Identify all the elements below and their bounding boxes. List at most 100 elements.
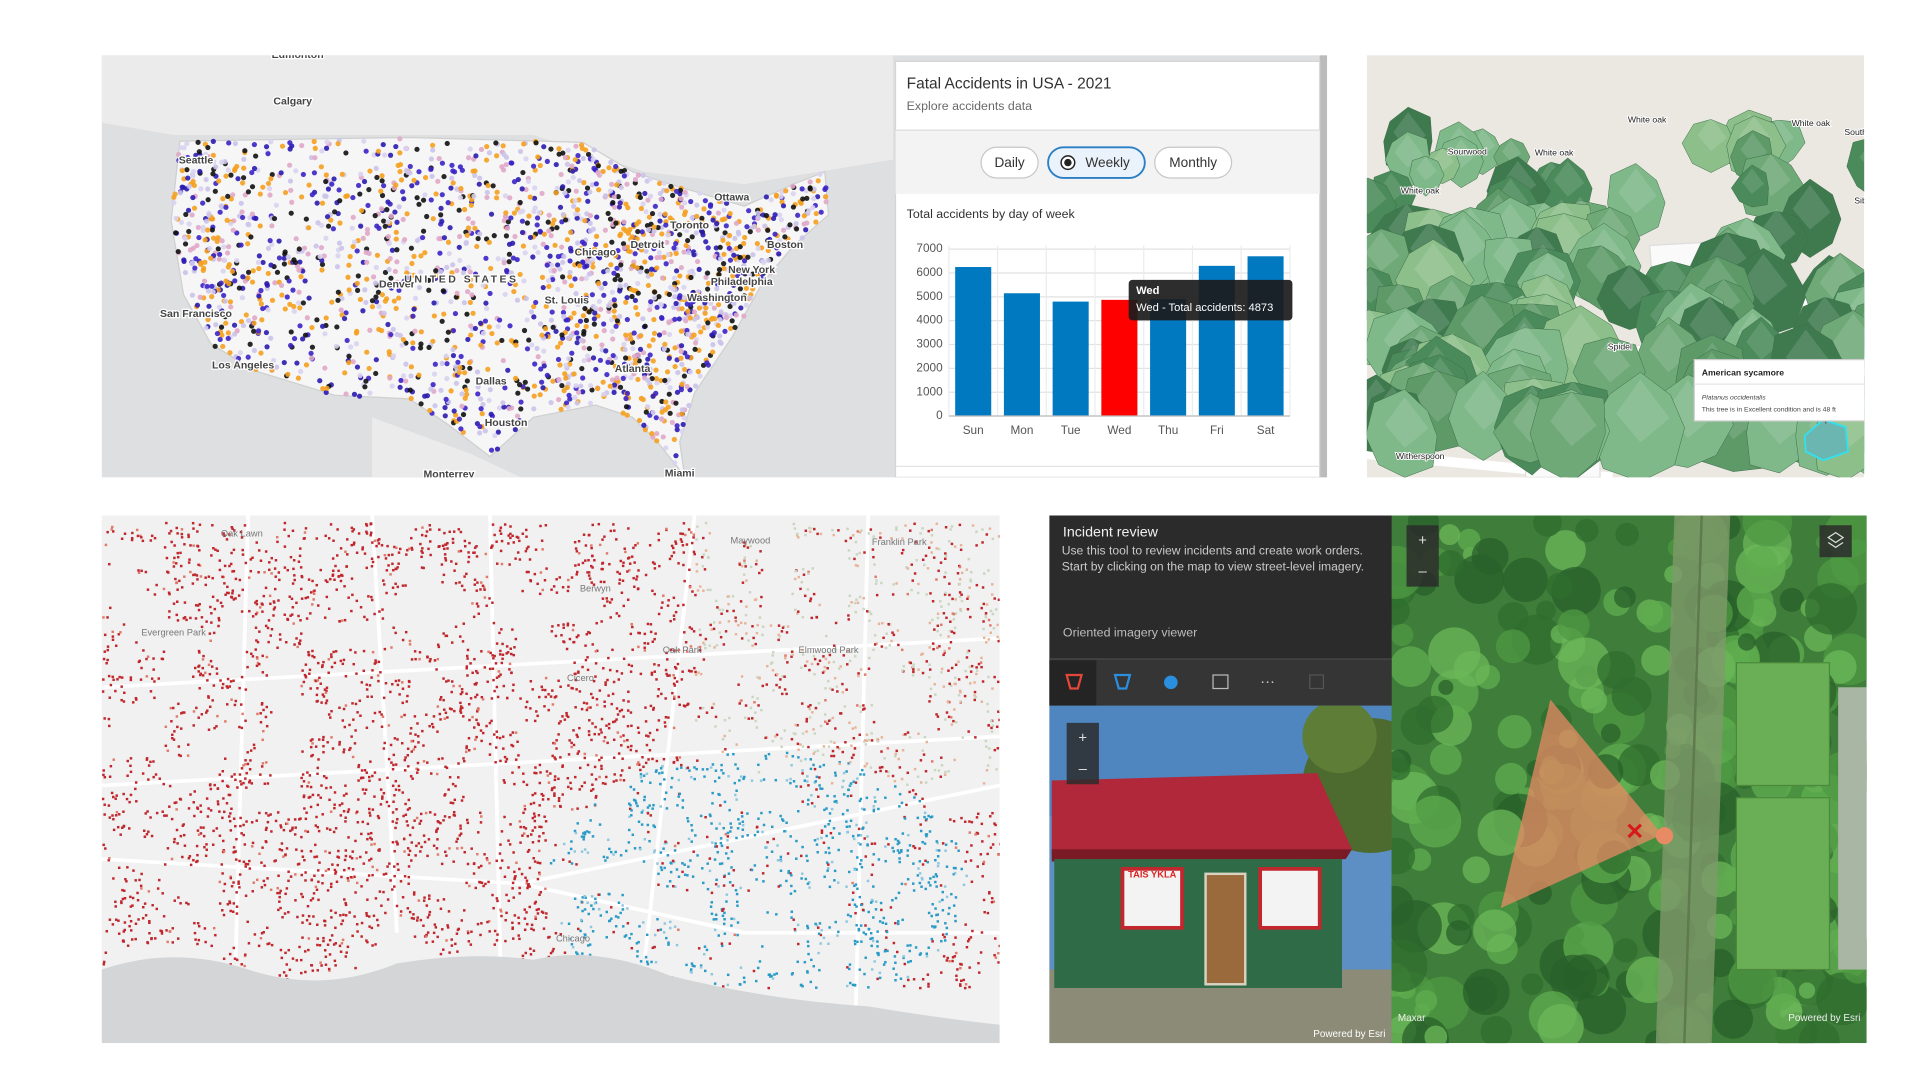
parcel-dot <box>740 637 744 640</box>
accident-dot <box>483 157 490 163</box>
parcel-dot <box>745 632 748 635</box>
parcel-dot <box>254 626 258 629</box>
accident-dot <box>336 187 342 193</box>
parcel-dot <box>231 570 234 573</box>
parcel-dot <box>860 903 863 907</box>
parcel-dot <box>538 695 541 699</box>
accident-dot <box>521 141 527 147</box>
accident-dot <box>681 415 687 421</box>
accident-dot <box>592 305 598 311</box>
accident-dot <box>467 299 473 305</box>
accident-dot <box>699 215 705 221</box>
parcel-dot <box>422 924 425 927</box>
accident-dot <box>503 210 509 216</box>
option-label[interactable]: Weekly <box>1085 155 1130 170</box>
option-button[interactable] <box>980 146 1039 179</box>
parcel-dot <box>329 577 332 581</box>
accident-dot <box>604 371 610 378</box>
parcel-dot <box>474 738 477 741</box>
accident-dot <box>696 323 702 329</box>
accident-dot <box>591 147 597 153</box>
accident-dot <box>288 342 294 349</box>
parcel-dot <box>332 539 335 542</box>
accident-dot <box>721 207 727 213</box>
parcel-dot <box>903 962 907 966</box>
parcel-dot <box>272 608 276 611</box>
accident-dot <box>656 249 662 256</box>
accident-dot <box>750 286 756 292</box>
accident-dot <box>179 168 185 174</box>
parcel-dot <box>568 739 571 742</box>
accident-dot <box>462 370 468 376</box>
parcel-dot <box>477 831 480 834</box>
parcel-dot <box>251 845 254 848</box>
option-label[interactable]: Monthly <box>1169 155 1217 170</box>
parcel-dot <box>906 771 910 775</box>
parcel-dot <box>696 854 699 857</box>
parcel-dot <box>753 864 757 867</box>
accident-dot <box>225 330 231 336</box>
parcel-dot <box>488 667 492 671</box>
parcel-dot <box>537 814 541 817</box>
parcel-dot <box>392 626 395 629</box>
accident-dot <box>803 227 809 233</box>
parcel-dot <box>593 902 597 905</box>
parcel-dot <box>931 642 935 645</box>
accident-dot <box>667 284 674 291</box>
parcel-dot <box>699 633 702 637</box>
accident-dot <box>379 292 385 298</box>
parcel-dot <box>245 820 248 823</box>
parcel-dot <box>979 661 983 664</box>
parcel-dot <box>514 875 517 878</box>
accident-dot <box>676 316 682 322</box>
accident-dot <box>364 230 371 237</box>
accident-dot <box>556 397 562 403</box>
accident-dot <box>815 194 821 200</box>
accident-dot <box>822 194 829 200</box>
option-button[interactable] <box>1154 146 1233 179</box>
parcel-dot <box>826 667 829 670</box>
accident-dot <box>540 241 546 247</box>
accident-dot <box>250 268 256 274</box>
parcel-dot <box>342 748 346 751</box>
accident-dot <box>539 274 546 280</box>
parcel-dot <box>283 528 286 531</box>
parcel-dot <box>134 696 138 700</box>
parcel-dot <box>228 564 231 568</box>
accident-dot <box>243 312 249 318</box>
accident-dot <box>295 375 302 381</box>
accident-dot <box>555 344 561 350</box>
accident-dot <box>710 349 716 355</box>
parcel-dot <box>807 798 810 802</box>
parcel-dot <box>867 667 871 670</box>
accident-dot <box>281 359 287 366</box>
option-label[interactable]: Daily <box>994 155 1025 170</box>
accident-dot <box>212 343 218 349</box>
parcel-dot <box>166 847 170 850</box>
accident-dot <box>642 323 648 329</box>
accident-dot <box>612 276 618 283</box>
parcel-dot <box>555 578 558 581</box>
parcel-dot <box>924 859 927 863</box>
parcel-dot <box>491 893 494 897</box>
parcel-dot <box>283 545 287 548</box>
parcel-dot <box>571 628 575 632</box>
accident-dot <box>495 323 501 330</box>
accident-dot <box>548 233 554 239</box>
parcel-dot <box>405 553 408 556</box>
parcel-dot <box>615 669 619 673</box>
parcel-dot <box>846 794 850 798</box>
option-button[interactable] <box>1047 146 1146 179</box>
parcel-dot <box>488 753 492 756</box>
parcel-dot <box>578 690 582 693</box>
parcel-dot <box>777 633 780 637</box>
accident-dot <box>483 300 489 306</box>
accident-dot <box>510 255 516 261</box>
accident-dot <box>555 356 562 363</box>
parcel-dot <box>300 776 303 780</box>
parcel-dot <box>916 775 920 778</box>
accident-dot <box>563 375 569 381</box>
parcel-dot <box>657 532 660 535</box>
parcel-dot <box>965 874 968 878</box>
accident-dot <box>385 199 391 205</box>
